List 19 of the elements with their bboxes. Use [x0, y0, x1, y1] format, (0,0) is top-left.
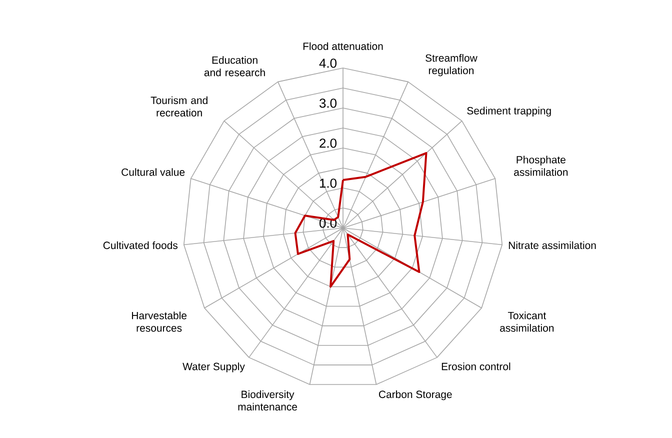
- spoke-label: Carbon Storage: [379, 390, 452, 400]
- y-tick-label: 2.0: [320, 138, 337, 148]
- spoke-label: Flood attenuation: [303, 42, 383, 50]
- spoke-label: Erosion control: [442, 362, 510, 370]
- spoke-label: Tourism and recreation: [150, 96, 208, 117]
- y-tick-label: 4.0: [319, 58, 337, 68]
- spoke-label: Education and research: [204, 56, 265, 76]
- spoke-label: Harvestable resources: [132, 312, 187, 332]
- spoke-label: Nitrate assimilation: [508, 241, 596, 250]
- spoke-label: Cultural value: [122, 168, 185, 176]
- spoke-label: Biodiversity maintenance: [238, 390, 298, 411]
- y-tick-label: 1.0: [320, 178, 337, 188]
- spoke-label: Sediment trapping: [467, 106, 551, 117]
- spoke-label: Streamflow regulation: [426, 54, 478, 76]
- spoke-label: Toxicant assimilation: [500, 312, 554, 332]
- spoke-label: Water Supply: [182, 362, 245, 372]
- spoke-label: Cultivated foods: [103, 241, 178, 250]
- y-tick-label: 3.0: [320, 98, 337, 108]
- spoke-label: Phosphate assimilation: [514, 156, 568, 176]
